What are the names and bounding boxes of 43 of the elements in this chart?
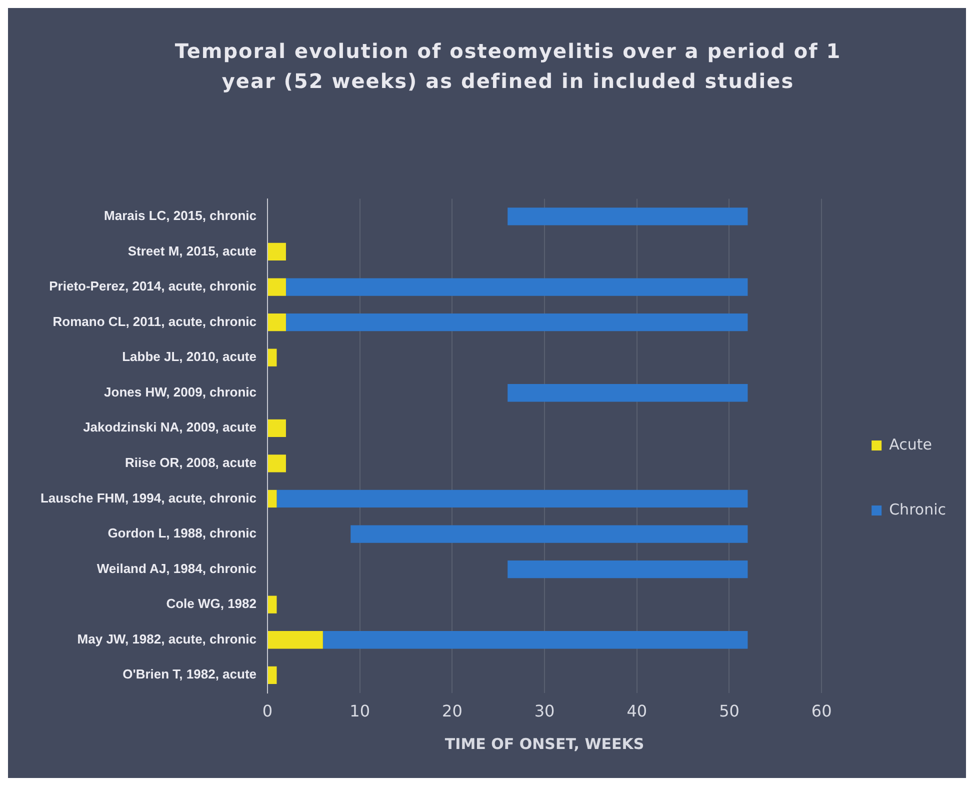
x-tick-label: 30 — [534, 702, 555, 721]
y-tick-label: Riise OR, 2008, acute — [124, 455, 256, 470]
bar — [268, 242, 286, 261]
legend-label: Chronic — [889, 500, 946, 518]
legend-label: Acute — [889, 435, 932, 454]
y-tick-label: O'Brien T, 1982, acute — [122, 666, 256, 682]
bar — [268, 631, 323, 649]
bar — [508, 560, 748, 578]
y-tick-label: Weiland AJ, 1984, chronic — [96, 560, 256, 576]
y-tick-label: Jones HW, 2009, chronic — [104, 384, 256, 400]
x-tick-label: 60 — [811, 702, 832, 721]
bar — [268, 490, 277, 508]
bar — [268, 348, 277, 366]
chart-title: Temporal evolution of osteomyelitis over a period of 1 year (52 weeks) as defined in included studies — [174, 38, 842, 95]
x-tick-label: 40 — [626, 702, 648, 721]
y-tick-label: Jakodzinski NA, 2009, acute — [83, 420, 256, 435]
y-tick-label: Romano CL, 2011, acute, chronic — [52, 314, 256, 329]
bar — [350, 525, 748, 543]
x-tick-label: 20 — [442, 702, 462, 721]
bar — [268, 419, 286, 437]
bar — [268, 596, 277, 614]
x-tick-label: 0 — [262, 702, 273, 721]
x-tick-label: 50 — [719, 702, 740, 721]
bar — [268, 454, 286, 472]
bar — [268, 313, 286, 332]
bar — [286, 313, 748, 332]
y-tick-label: May JW, 1982, acute, chronic — [77, 631, 256, 646]
bar — [286, 278, 748, 296]
y-tick-label: Cole WG, 1982 — [166, 596, 256, 612]
bar — [322, 631, 748, 649]
bar — [508, 384, 748, 402]
x-tick-label: 10 — [350, 702, 370, 721]
y-tick-label: Labbe JL, 2010, acute — [122, 349, 256, 364]
y-tick-label: Marais LC, 2015, chronic — [104, 208, 256, 224]
bar — [276, 490, 748, 508]
y-tick-label: Prieto-Perez, 2014, acute, chronic — [49, 278, 256, 294]
bar — [268, 666, 277, 684]
y-tick-label: Street M, 2015, acute — [128, 243, 256, 258]
bar — [268, 278, 286, 296]
bar — [508, 208, 748, 226]
y-tick-label: Lausche FHM, 1994, acute, chronic — [40, 490, 256, 506]
y-tick-label: Gordon L, 1988, chronic — [108, 526, 256, 541]
x-axis-title: TIME OF ONSET, WEEKS — [444, 734, 644, 753]
